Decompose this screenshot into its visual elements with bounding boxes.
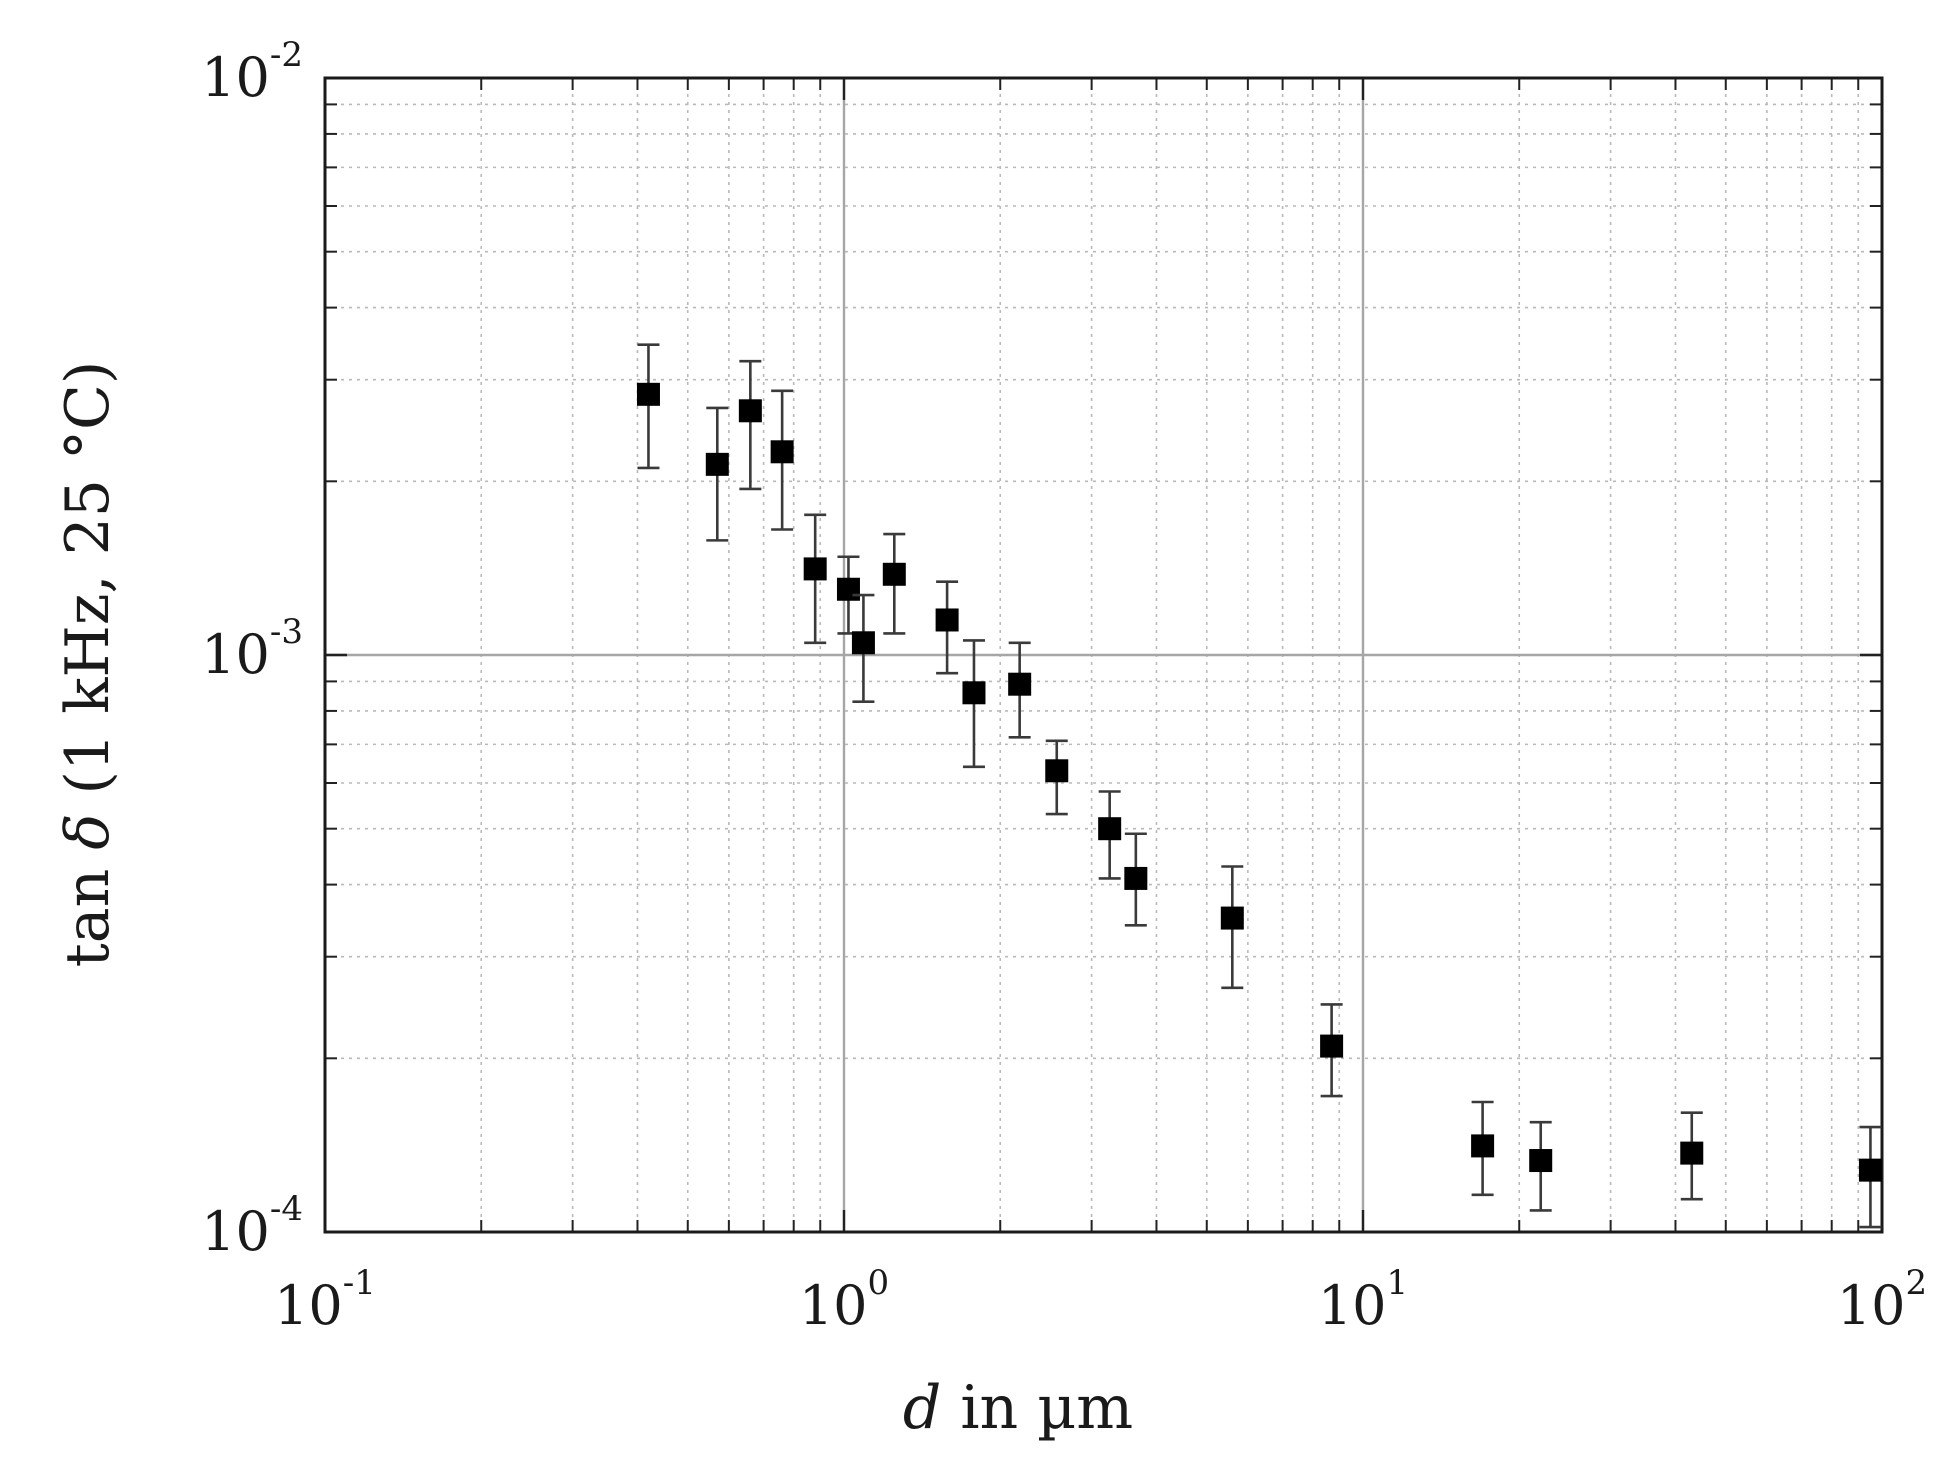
plot-area-border (323, 76, 1884, 1234)
data-marker (1124, 866, 1148, 890)
y-tick-base: 10 (201, 46, 270, 109)
y-axis-conditions: (1 kHz, 25 °C) (53, 361, 123, 814)
data-marker (1098, 817, 1122, 841)
data-point-16 (1320, 1003, 1344, 1098)
data-marker (1858, 1158, 1882, 1182)
x-tick-exponent: -1 (343, 1263, 376, 1303)
y-tick-label: 10-3 (201, 612, 303, 686)
y-tick-label: 10-4 (201, 1189, 303, 1263)
data-point-13 (1098, 790, 1122, 880)
data-marker (1220, 906, 1244, 930)
y-axis-title: tan δ (1 kHz, 25 °C) (53, 361, 123, 968)
data-point-9 (935, 580, 959, 675)
major-grid (325, 78, 1882, 1232)
data-point-19 (1680, 1111, 1704, 1201)
x-tick-label: 101 (1318, 1263, 1408, 1337)
y-tick-exponent: -2 (270, 35, 303, 75)
data-point-2 (705, 406, 729, 542)
data-marker (636, 382, 660, 406)
x-tick-base: 10 (1837, 1274, 1906, 1337)
y-tick-base: 10 (201, 1200, 270, 1263)
x-tick-base: 10 (1318, 1274, 1387, 1337)
y-tick-labels: 10-410-310-2 (201, 35, 303, 1263)
data-point-7 (851, 593, 875, 703)
data-marker (962, 681, 986, 705)
data-marker (738, 399, 762, 423)
data-point-14 (1124, 832, 1148, 927)
y-tick-exponent: -3 (270, 612, 303, 652)
y-axis-prefix: tan (53, 850, 123, 968)
data-marker (1471, 1134, 1495, 1158)
y-tick-base: 10 (201, 623, 270, 686)
data-marker (1529, 1149, 1553, 1173)
x-tick-exponent: 1 (1387, 1263, 1409, 1303)
data-marker (1320, 1034, 1344, 1058)
data-point-18 (1529, 1120, 1553, 1212)
x-tick-label: 102 (1837, 1263, 1927, 1337)
data-marker (1045, 759, 1069, 783)
data-point-12 (1045, 739, 1069, 816)
data-point-8 (882, 532, 906, 635)
x-tick-label: 100 (799, 1263, 889, 1337)
y-tick-exponent: -4 (270, 1189, 303, 1229)
y-axis-variable: δ (53, 814, 123, 850)
data-point-17 (1471, 1100, 1495, 1197)
data-marker (851, 631, 875, 655)
data-marker (935, 608, 959, 632)
x-axis-title: d in µm (903, 1373, 1133, 1443)
x-axis-unit: in µm (941, 1373, 1133, 1443)
x-tick-labels: 10-1 100 101 102 (274, 1263, 1927, 1337)
plot-frame (323, 76, 1884, 1234)
y-tick-label: 10-2 (201, 35, 303, 109)
data-point-15 (1220, 865, 1244, 990)
data-marker (770, 440, 794, 464)
data-marker (1680, 1141, 1704, 1165)
data-point-1 (636, 343, 660, 470)
data-marker (1008, 672, 1032, 696)
x-tick-base: 10 (274, 1274, 343, 1337)
data-marker (705, 452, 729, 476)
x-tick-base: 10 (799, 1274, 868, 1337)
data-point-10 (962, 639, 986, 769)
data-point-4 (770, 389, 794, 531)
x-tick-exponent: 2 (1906, 1263, 1928, 1303)
data-marker (836, 577, 860, 601)
data-layer (636, 343, 1882, 1229)
data-point-5 (803, 513, 827, 645)
data-point-20 (1858, 1125, 1882, 1229)
data-point-3 (738, 359, 762, 491)
x-tick-exponent: 0 (868, 1263, 890, 1303)
data-marker (803, 557, 827, 581)
data-point-11 (1008, 641, 1032, 739)
x-tick-label: 10-1 (274, 1263, 376, 1337)
x-axis-variable: d (903, 1373, 941, 1443)
data-marker (882, 562, 906, 586)
